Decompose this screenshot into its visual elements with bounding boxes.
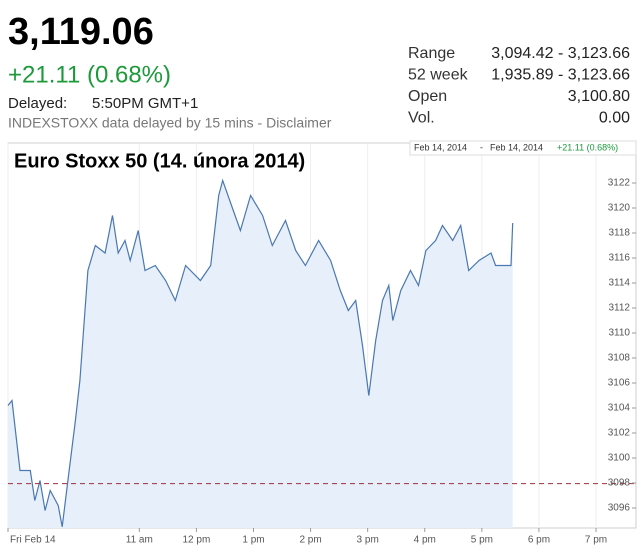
- price: 3,119.06: [8, 11, 154, 53]
- stat-label: 52 week: [408, 67, 469, 84]
- stat-label: Range: [408, 45, 455, 62]
- y-tick-label: 3110: [608, 328, 630, 339]
- price-line: [7, 178, 514, 527]
- x-tick-label: 6 pm: [528, 535, 550, 546]
- stat-label: Open: [408, 88, 447, 105]
- y-tick-label: 3104: [608, 403, 631, 414]
- y-tick-label: 3122: [608, 178, 631, 189]
- y-tick-label: 3098: [608, 478, 631, 489]
- delayed-time: 5:50PM GMT+1: [92, 95, 198, 112]
- y-tick-label: 3114: [608, 278, 630, 289]
- chart-title: Euro Stoxx 50 (14. února 2014): [14, 150, 305, 172]
- stat-value: 0.00: [599, 110, 630, 127]
- y-tick-label: 3106: [608, 378, 631, 389]
- stat-value: 1,935.89 - 3,123.66: [491, 67, 630, 84]
- delayed-label: Delayed:: [8, 95, 67, 112]
- delay-note: INDEXSTOXX data delayed by 15 mins - Dis…: [8, 115, 332, 131]
- x-tick-label: 7 pm: [585, 535, 607, 546]
- stat-value: 3,100.80: [568, 88, 630, 105]
- y-tick-label: 3112: [608, 303, 630, 314]
- x-tick-label: 12 pm: [183, 535, 211, 546]
- x-tick-label: 1 pm: [242, 535, 264, 546]
- y-tick-label: 3120: [608, 203, 631, 214]
- stat-value: 3,094.42 - 3,123.66: [491, 45, 630, 62]
- range-separator: -: [480, 142, 483, 152]
- y-tick-label: 3100: [608, 453, 631, 464]
- x-tick-label: 4 pm: [414, 535, 436, 546]
- x-tick-label: 5 pm: [471, 535, 493, 546]
- area-fill: [8, 180, 513, 528]
- change: +21.11 (0.68%): [8, 61, 171, 88]
- x-tick-label: 2 pm: [299, 535, 321, 546]
- y-tick-label: 3118: [608, 228, 630, 239]
- x-tick-label: Fri Feb 14: [10, 535, 56, 546]
- x-tick-label: 3 pm: [357, 535, 379, 546]
- y-tick-label: 3108: [608, 353, 631, 364]
- y-tick-label: 3096: [608, 503, 631, 514]
- y-tick-label: 3102: [608, 428, 631, 439]
- range-change: +21.11 (0.68%): [557, 142, 618, 152]
- x-tick-label: 11 am: [126, 535, 153, 546]
- range-box: [409, 140, 637, 156]
- range-start: Feb 14, 2014: [414, 142, 467, 152]
- y-tick-label: 3116: [608, 253, 630, 264]
- stat-label: Vol.: [408, 110, 435, 127]
- range-end: Feb 14, 2014: [490, 142, 543, 152]
